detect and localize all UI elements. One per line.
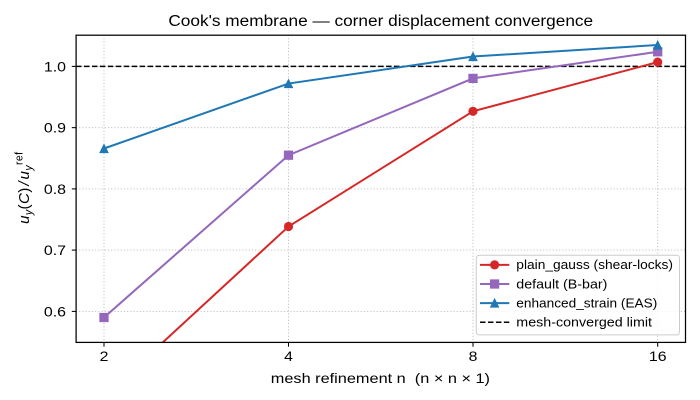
svg-text:mesh-converged limit: mesh-converged limit bbox=[516, 316, 652, 330]
svg-text:Cook's membrane — corner displ: Cook's membrane — corner displacement co… bbox=[168, 13, 593, 30]
svg-text:4: 4 bbox=[284, 348, 293, 364]
svg-text:plain_gauss (shear-locks): plain_gauss (shear-locks) bbox=[516, 258, 673, 272]
svg-text:16: 16 bbox=[649, 348, 667, 364]
svg-text:8: 8 bbox=[469, 348, 478, 364]
svg-text:mesh refinement n (n × n × 1): mesh refinement n (n × n × 1) bbox=[271, 370, 490, 386]
svg-text:1.0: 1.0 bbox=[44, 58, 66, 74]
svg-text:uy(C) / uyref: uy(C) / uyref bbox=[13, 152, 35, 224]
svg-text:0.6: 0.6 bbox=[44, 303, 66, 319]
svg-text:2: 2 bbox=[100, 348, 109, 364]
svg-text:enhanced_strain (EAS): enhanced_strain (EAS) bbox=[516, 297, 657, 311]
svg-text:0.7: 0.7 bbox=[44, 242, 66, 258]
svg-text:default (B-bar): default (B-bar) bbox=[516, 277, 607, 291]
svg-text:0.9: 0.9 bbox=[44, 120, 66, 136]
svg-text:0.8: 0.8 bbox=[44, 181, 66, 197]
